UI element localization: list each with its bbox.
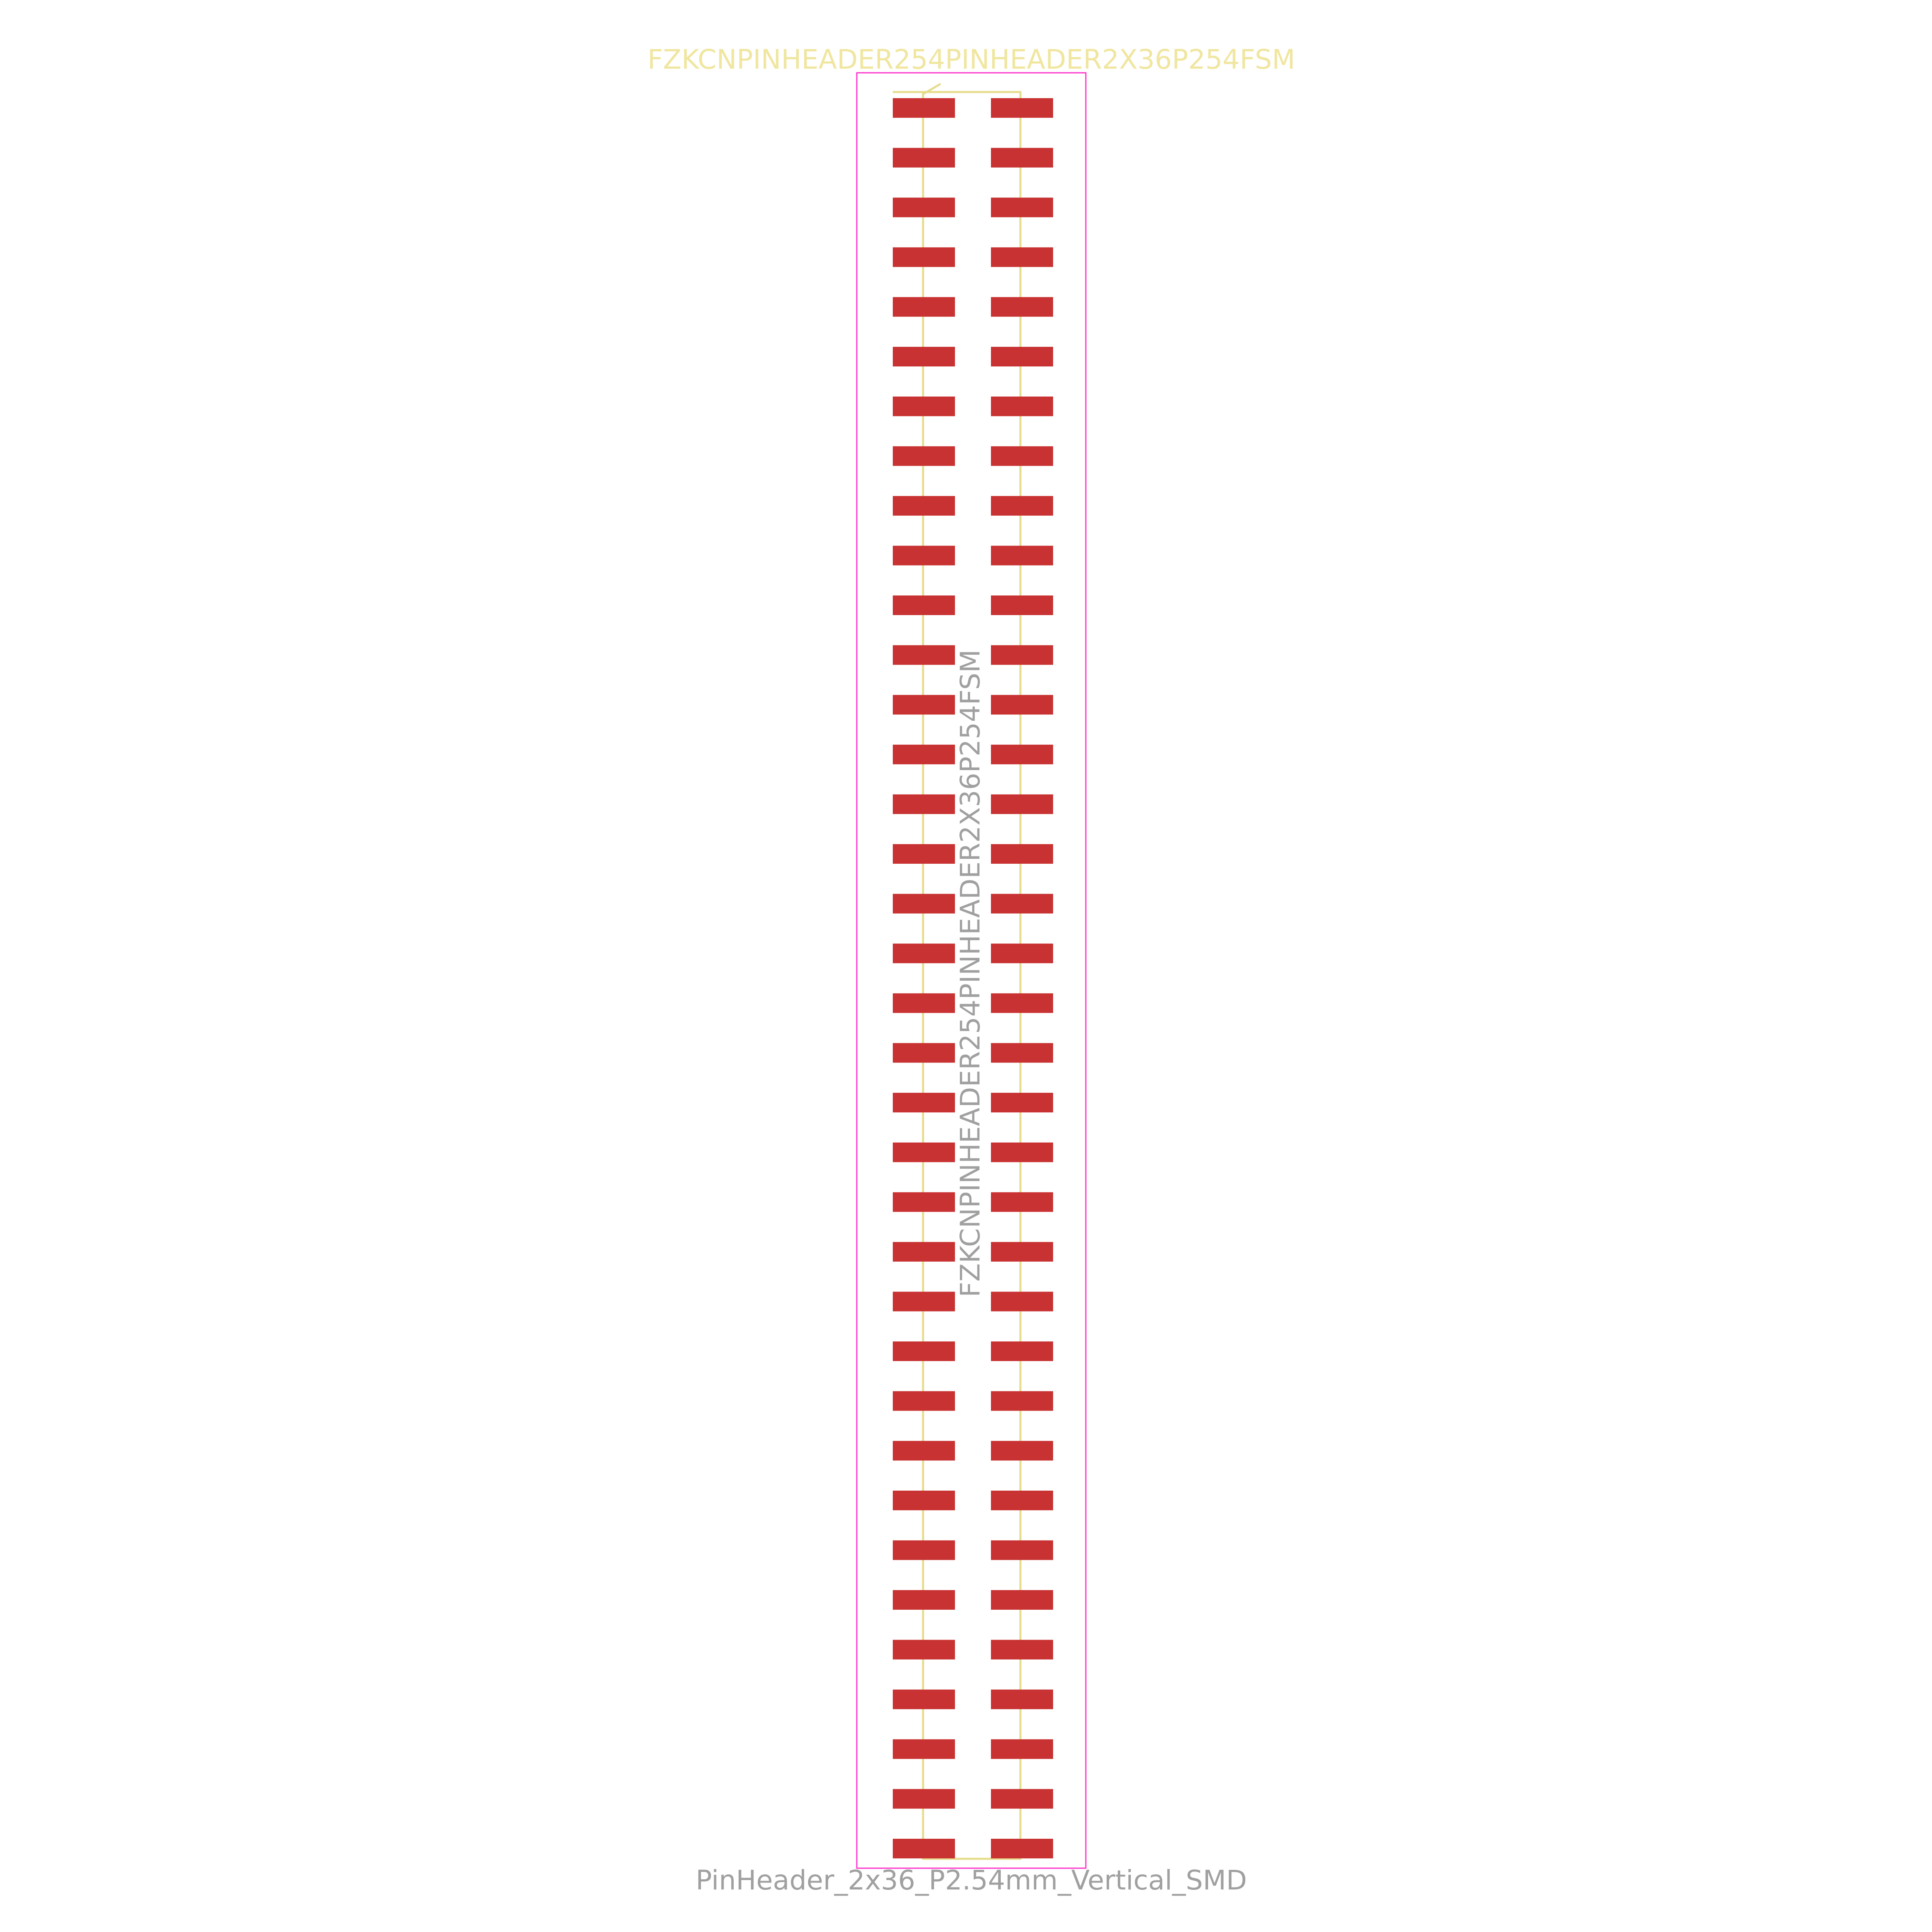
pad-32 xyxy=(991,844,1053,864)
pad-53 xyxy=(893,1391,955,1411)
silkscreen-pin1-chamfer xyxy=(922,83,941,95)
pad-37 xyxy=(893,993,955,1013)
pad-67 xyxy=(893,1739,955,1759)
pad-58 xyxy=(991,1490,1053,1510)
pad-46 xyxy=(991,1192,1053,1212)
pad-21 xyxy=(893,595,955,615)
pad-23 xyxy=(893,645,955,665)
pad-55 xyxy=(893,1441,955,1461)
courtyard-outline xyxy=(856,72,1087,1869)
pad-54 xyxy=(991,1391,1053,1411)
pad-68 xyxy=(991,1739,1053,1759)
pad-57 xyxy=(893,1490,955,1510)
pad-17 xyxy=(893,496,955,516)
pad-66 xyxy=(991,1689,1053,1710)
pad-3 xyxy=(893,148,955,168)
pad-38 xyxy=(991,993,1053,1013)
pad-33 xyxy=(893,894,955,914)
pad-42 xyxy=(991,1093,1053,1112)
pad-60 xyxy=(991,1540,1053,1560)
reference-label: FZKCNPINHEADER254PINHEADER2X36P254FSM xyxy=(955,649,986,1297)
pad-26 xyxy=(991,695,1053,715)
pad-34 xyxy=(991,894,1053,914)
pad-48 xyxy=(991,1242,1053,1262)
pad-44 xyxy=(991,1142,1053,1162)
pad-11 xyxy=(893,347,955,366)
pad-31 xyxy=(893,844,955,864)
pad-36 xyxy=(991,944,1053,964)
pad-12 xyxy=(991,347,1053,366)
pad-15 xyxy=(893,446,955,466)
pad-59 xyxy=(893,1540,955,1560)
pad-69 xyxy=(893,1789,955,1809)
pad-18 xyxy=(991,496,1053,516)
silkscreen-outline xyxy=(894,91,1022,1860)
pad-30 xyxy=(991,794,1053,814)
pad-49 xyxy=(893,1292,955,1312)
pad-27 xyxy=(893,744,955,764)
pad-22 xyxy=(991,595,1053,615)
pad-43 xyxy=(893,1142,955,1162)
pad-29 xyxy=(893,794,955,814)
pad-51 xyxy=(893,1341,955,1361)
pad-71 xyxy=(893,1839,955,1858)
pad-5 xyxy=(893,198,955,218)
pad-28 xyxy=(991,744,1053,764)
pad-65 xyxy=(893,1689,955,1710)
pad-47 xyxy=(893,1242,955,1262)
pad-2 xyxy=(991,98,1053,118)
pad-63 xyxy=(893,1640,955,1660)
pad-35 xyxy=(893,944,955,964)
pad-45 xyxy=(893,1192,955,1212)
pad-52 xyxy=(991,1341,1053,1361)
pad-25 xyxy=(893,695,955,715)
pad-9 xyxy=(893,297,955,317)
pad-10 xyxy=(991,297,1053,317)
pad-39 xyxy=(893,1043,955,1063)
pad-56 xyxy=(991,1441,1053,1461)
pad-24 xyxy=(991,645,1053,665)
pad-array xyxy=(893,98,1053,1858)
pad-1 xyxy=(893,98,955,118)
pad-62 xyxy=(991,1590,1053,1610)
pad-6 xyxy=(991,198,1053,218)
pad-41 xyxy=(893,1093,955,1112)
pad-40 xyxy=(991,1043,1053,1063)
footprint-name-label: PinHeader_2x36_P2.54mm_Vertical_SMD xyxy=(696,1865,1247,1896)
pad-19 xyxy=(893,546,955,566)
pad-20 xyxy=(991,546,1053,566)
pad-8 xyxy=(991,247,1053,267)
pad-14 xyxy=(991,396,1053,416)
pad-4 xyxy=(991,148,1053,168)
pad-50 xyxy=(991,1292,1053,1312)
pad-16 xyxy=(991,446,1053,466)
value-label: FZKCNPINHEADER254PINHEADER2X36P254FSM xyxy=(647,44,1295,75)
pad-13 xyxy=(893,396,955,416)
pad-72 xyxy=(991,1839,1053,1858)
pad-64 xyxy=(991,1640,1053,1660)
pad-7 xyxy=(893,247,955,267)
pad-61 xyxy=(893,1590,955,1610)
pad-70 xyxy=(991,1789,1053,1809)
